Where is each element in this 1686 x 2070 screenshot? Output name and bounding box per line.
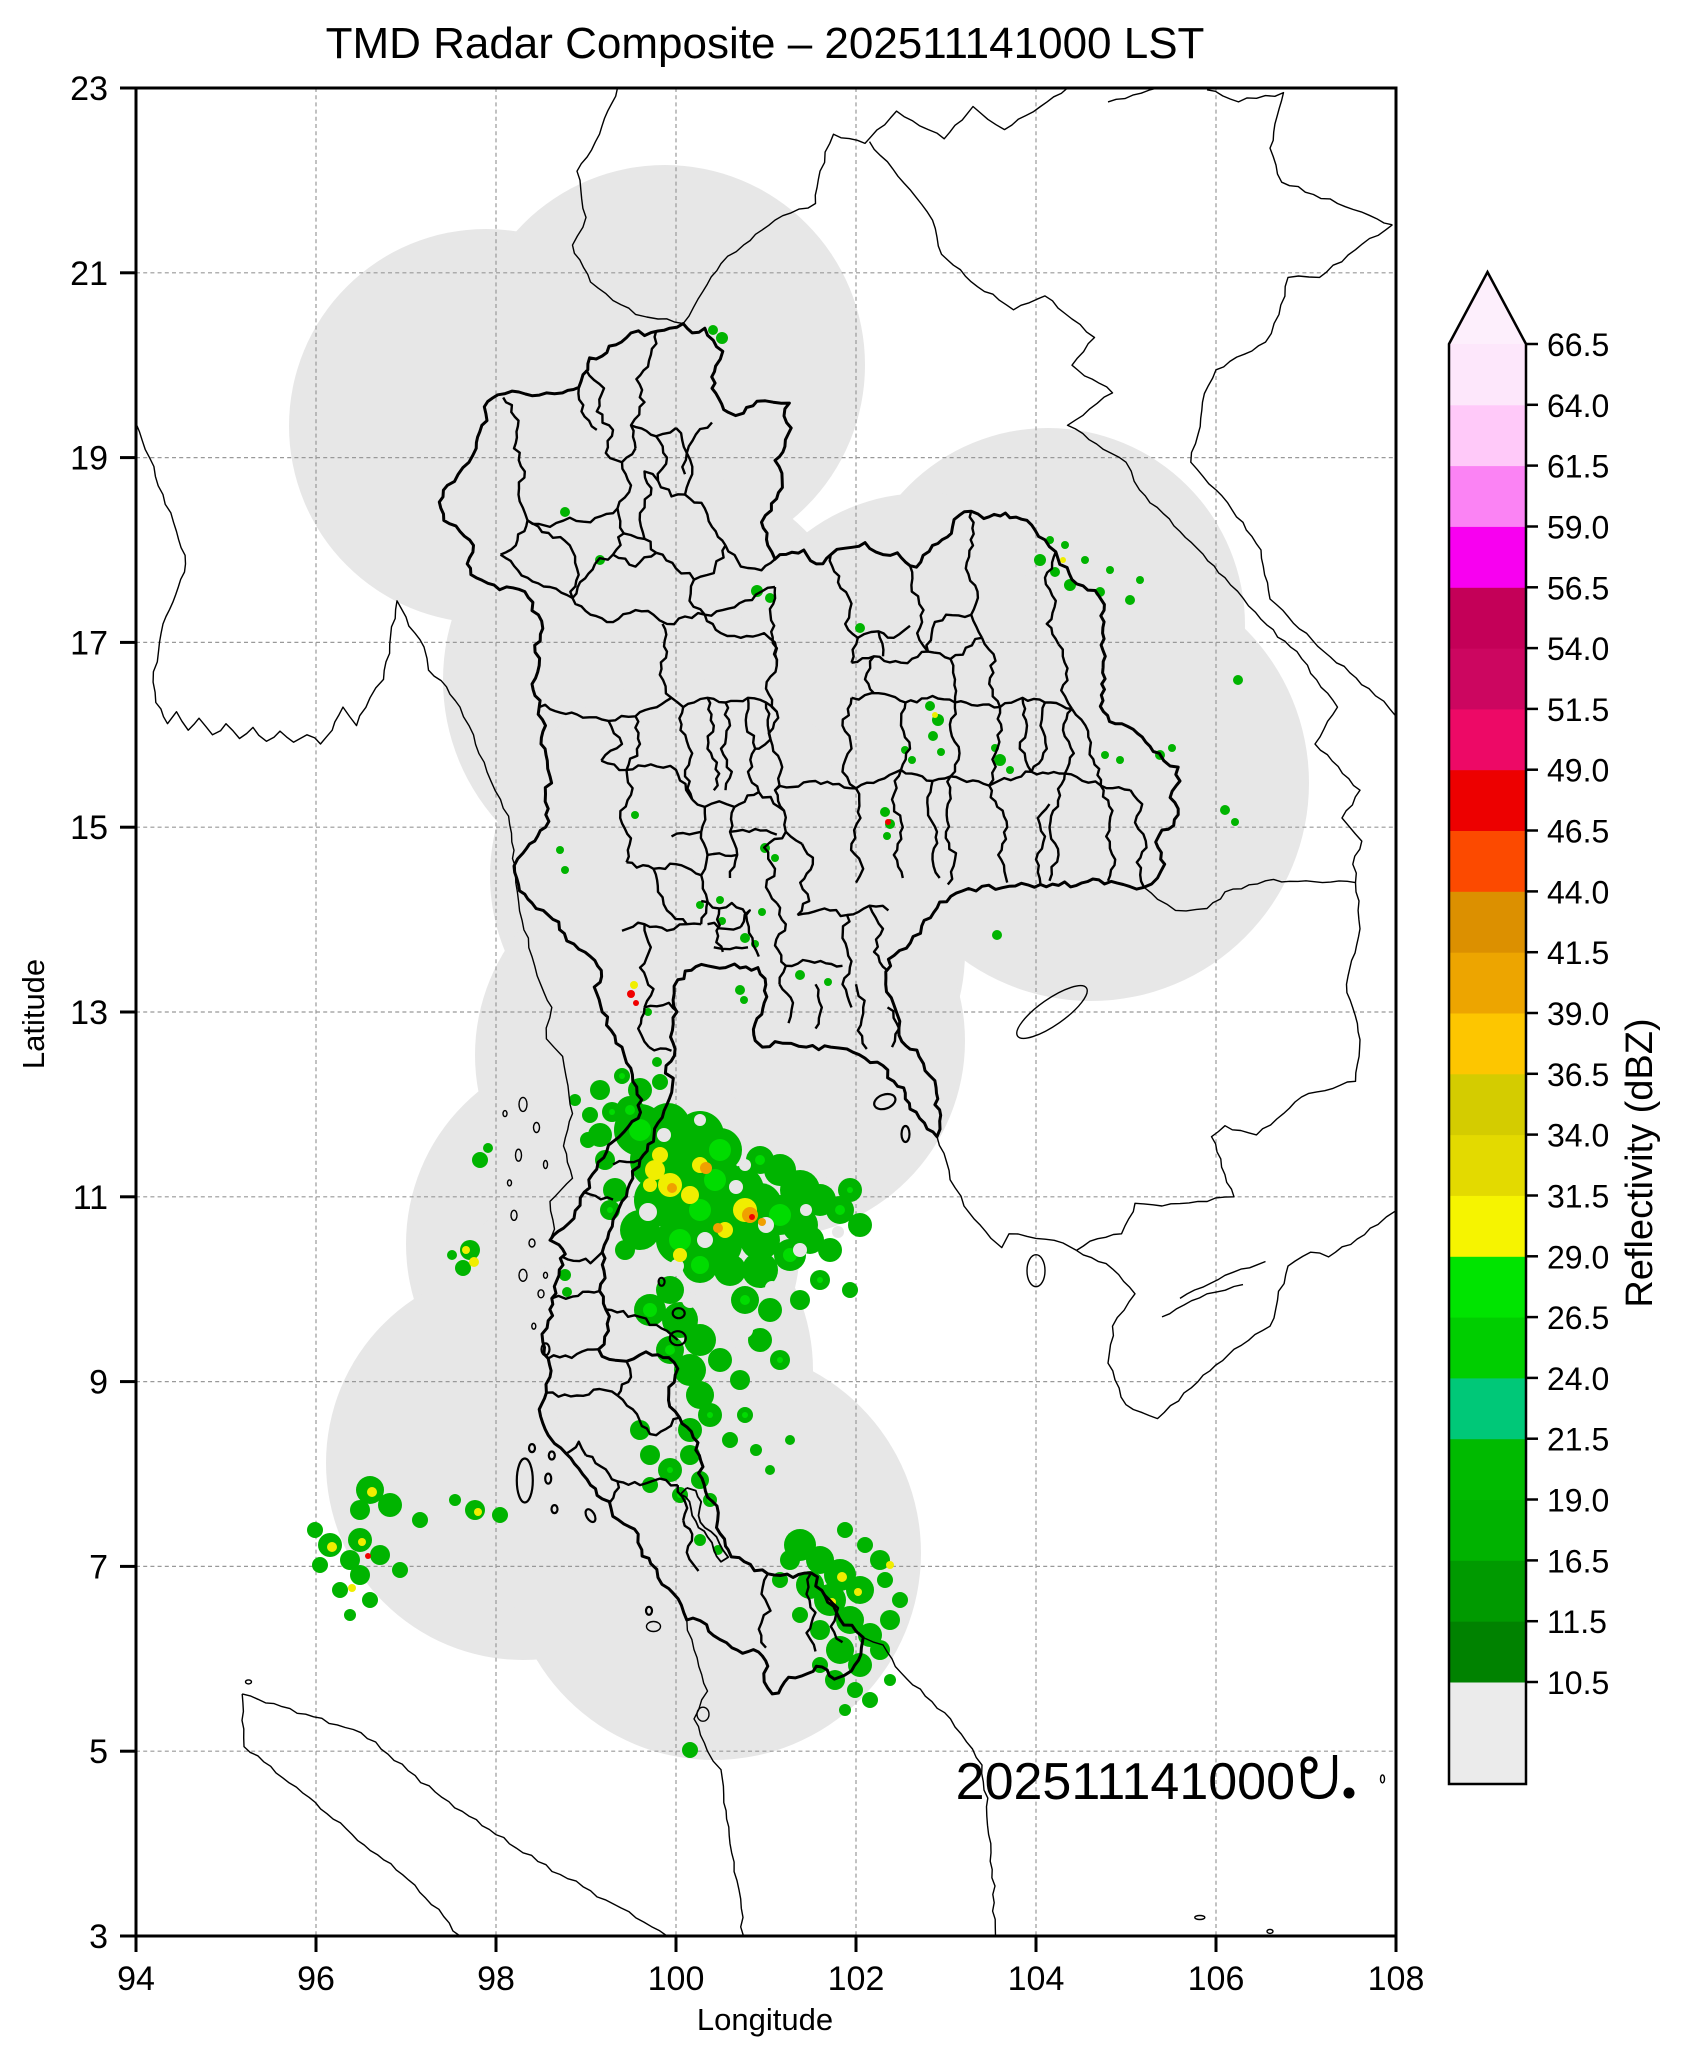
svg-text:59.0: 59.0 [1547, 510, 1609, 546]
svg-text:Longitude: Longitude [697, 2002, 833, 2037]
svg-text:31.5: 31.5 [1547, 1179, 1609, 1215]
svg-text:202511141000: 202511141000 [956, 1753, 1295, 1811]
svg-text:106: 106 [1188, 1960, 1245, 1998]
svg-text:19.0: 19.0 [1547, 1483, 1609, 1519]
svg-text:16.5: 16.5 [1547, 1543, 1609, 1579]
svg-text:17: 17 [70, 624, 108, 662]
svg-text:51.5: 51.5 [1547, 692, 1609, 728]
svg-text:61.5: 61.5 [1547, 449, 1609, 485]
svg-text:13: 13 [70, 994, 108, 1032]
svg-text:96: 96 [297, 1960, 335, 1998]
svg-text:5: 5 [89, 1733, 108, 1771]
svg-text:9: 9 [89, 1364, 108, 1402]
svg-text:29.0: 29.0 [1547, 1239, 1609, 1275]
svg-text:21: 21 [70, 255, 108, 293]
svg-text:26.5: 26.5 [1547, 1300, 1609, 1336]
svg-text:44.0: 44.0 [1547, 874, 1609, 910]
svg-text:56.5: 56.5 [1547, 570, 1609, 606]
svg-text:21.5: 21.5 [1547, 1422, 1609, 1458]
svg-text:19: 19 [70, 440, 108, 478]
svg-text:46.5: 46.5 [1547, 814, 1609, 850]
svg-text:15: 15 [70, 809, 108, 847]
svg-text:98: 98 [477, 1960, 515, 1998]
svg-text:108: 108 [1368, 1960, 1425, 1998]
svg-text:7: 7 [89, 1548, 108, 1586]
svg-text:Reflectivity (dBZ): Reflectivity (dBZ) [1619, 1018, 1661, 1307]
svg-text:Latitude: Latitude [16, 959, 51, 1069]
svg-text:TMD Radar Composite – 20251114: TMD Radar Composite – 202511141000 LST [326, 19, 1205, 68]
svg-text:104: 104 [1008, 1960, 1065, 1998]
svg-text:34.0: 34.0 [1547, 1118, 1609, 1154]
svg-text:39.0: 39.0 [1547, 996, 1609, 1032]
svg-text:66.5: 66.5 [1547, 327, 1609, 363]
svg-text:24.0: 24.0 [1547, 1361, 1609, 1397]
svg-text:36.5: 36.5 [1547, 1057, 1609, 1093]
svg-text:11.5: 11.5 [1547, 1604, 1607, 1640]
svg-text:100: 100 [648, 1960, 705, 1998]
svg-text:41.5: 41.5 [1547, 935, 1609, 971]
svg-text:54.0: 54.0 [1547, 631, 1609, 667]
svg-text:10.5: 10.5 [1547, 1665, 1609, 1701]
svg-text:49.0: 49.0 [1547, 753, 1609, 789]
svg-text:102: 102 [828, 1960, 885, 1998]
svg-text:3: 3 [89, 1918, 108, 1956]
svg-text:23: 23 [70, 70, 108, 108]
svg-text:64.0: 64.0 [1547, 388, 1609, 424]
svg-text:94: 94 [117, 1960, 155, 1998]
svg-text:11: 11 [73, 1179, 108, 1217]
